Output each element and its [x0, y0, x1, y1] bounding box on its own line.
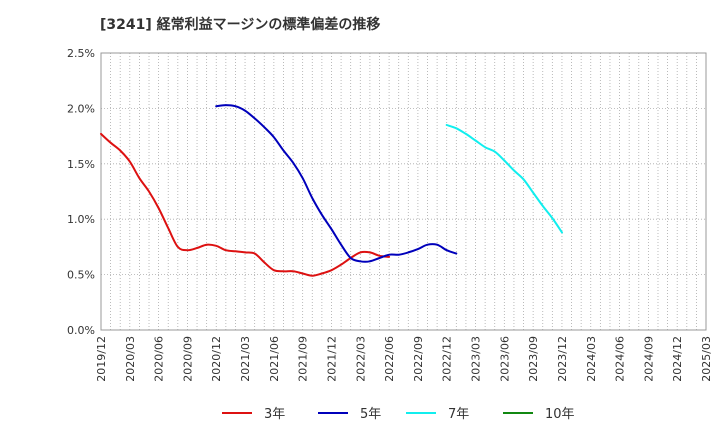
series-layer	[100, 104, 563, 277]
x-tick-label: 2021/09	[297, 336, 310, 382]
chart-title: [3241] 経常利益マージンの標準偏差の推移	[100, 17, 381, 33]
y-tick-label: 1.0%	[67, 213, 95, 226]
legend: 3年 5年 7年 10年	[222, 407, 575, 422]
x-tick-label: 2024/12	[671, 336, 684, 382]
x-tick-label: 2021/03	[239, 336, 252, 382]
x-tick-label: 2019/12	[95, 336, 108, 382]
x-tick-label: 2023/03	[470, 336, 483, 382]
plot-frame	[100, 52, 707, 331]
x-tick-label: 2022/03	[354, 336, 367, 382]
x-tick-label: 2022/06	[383, 336, 396, 382]
x-tick-label: 2024/06	[614, 336, 627, 382]
y-tick-label: 0.5%	[67, 269, 95, 282]
series-line-3	[445, 124, 563, 234]
x-tick-label: 2021/12	[325, 336, 338, 382]
x-tick-label: 2024/03	[585, 336, 598, 382]
legend-label: 5年	[360, 407, 381, 422]
x-tick-label: 2023/06	[498, 336, 511, 382]
grid	[101, 53, 706, 330]
x-tick-label: 2023/12	[556, 336, 569, 382]
legend-label: 7年	[448, 407, 469, 422]
x-tick-label: 2025/03	[700, 336, 713, 382]
legend-label: 3年	[264, 407, 285, 422]
x-tick-label: 2020/06	[153, 336, 166, 382]
series-line-1	[100, 132, 391, 277]
x-tick-label: 2022/12	[441, 336, 454, 382]
series-line-2	[215, 104, 458, 263]
y-tick-label: 2.0%	[67, 102, 95, 115]
x-tick-label: 2020/03	[124, 336, 137, 382]
y-tick-label: 1.5%	[67, 158, 95, 171]
x-tick-label: 2021/06	[268, 336, 281, 382]
y-tick-label: 2.5%	[67, 47, 95, 60]
x-tick-label: 2023/09	[527, 336, 540, 382]
y-axis-tick-labels: 0.0% 0.5% 1.0% 1.5% 2.0% 2.5%	[67, 47, 95, 337]
y-tick-label: 0.0%	[67, 324, 95, 337]
x-tick-label: 2020/12	[210, 336, 223, 382]
x-tick-label: 2022/09	[412, 336, 425, 382]
legend-label: 10年	[545, 407, 575, 422]
x-tick-label: 2020/09	[181, 336, 194, 382]
x-axis-tick-labels: 2019/12 2020/03 2020/06 2020/09 2020/12 2021/…	[95, 336, 713, 382]
x-tick-label: 2024/09	[642, 336, 655, 382]
